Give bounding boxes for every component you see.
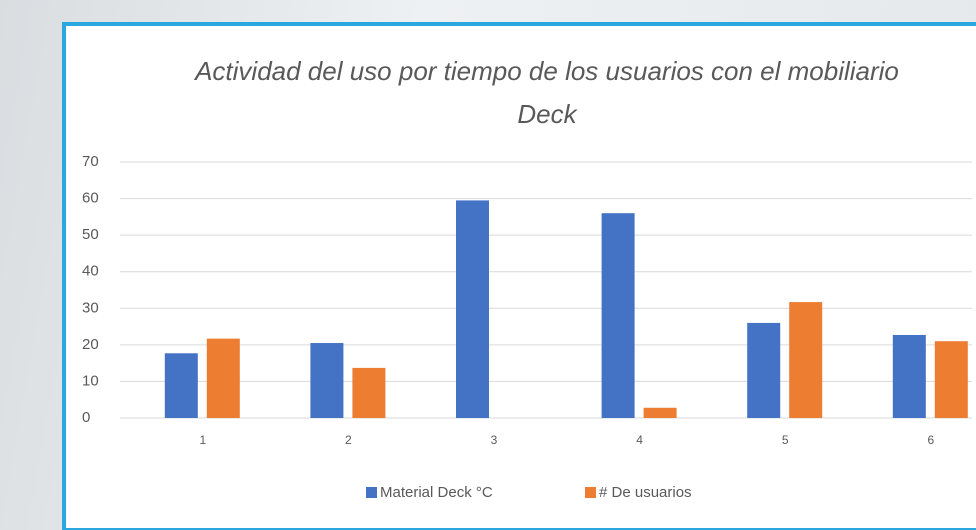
x-tick-label: 1	[199, 433, 206, 447]
y-tick-label: 30	[82, 299, 99, 316]
bar	[456, 200, 489, 418]
y-tick-label: 0	[82, 409, 90, 426]
chart-title: Actividad del uso por tiempo de los usua…	[167, 50, 927, 136]
y-tick-label: 20	[82, 336, 99, 353]
x-tick-label: 5	[782, 433, 789, 447]
y-tick-label: 40	[82, 263, 99, 280]
bar	[165, 353, 198, 418]
bar	[935, 341, 968, 418]
legend-swatch	[366, 487, 377, 498]
x-tick-label: 4	[636, 433, 643, 447]
y-tick-label: 50	[82, 226, 99, 243]
bar	[893, 335, 926, 418]
x-tick-label: 3	[491, 433, 498, 447]
legend-swatch	[585, 487, 596, 498]
y-tick-label: 60	[82, 190, 99, 207]
x-tick-label: 2	[345, 433, 352, 447]
screenshot: 0 10 20 30 40 50 60 70 1 2 3 4 5 6 Material Deck °C # D…	[0, 0, 976, 530]
bar	[644, 408, 677, 418]
y-tick-label: 70	[82, 153, 99, 170]
bar	[207, 339, 240, 418]
bar	[310, 343, 343, 418]
bar	[789, 302, 822, 418]
bar	[747, 323, 780, 418]
bar	[352, 368, 385, 418]
bar	[602, 213, 635, 418]
y-tick-label: 10	[82, 372, 99, 389]
x-tick-label: 6	[927, 433, 934, 447]
legend-label: # De usuarios	[599, 484, 692, 501]
legend-label: Material Deck °C	[380, 484, 493, 501]
